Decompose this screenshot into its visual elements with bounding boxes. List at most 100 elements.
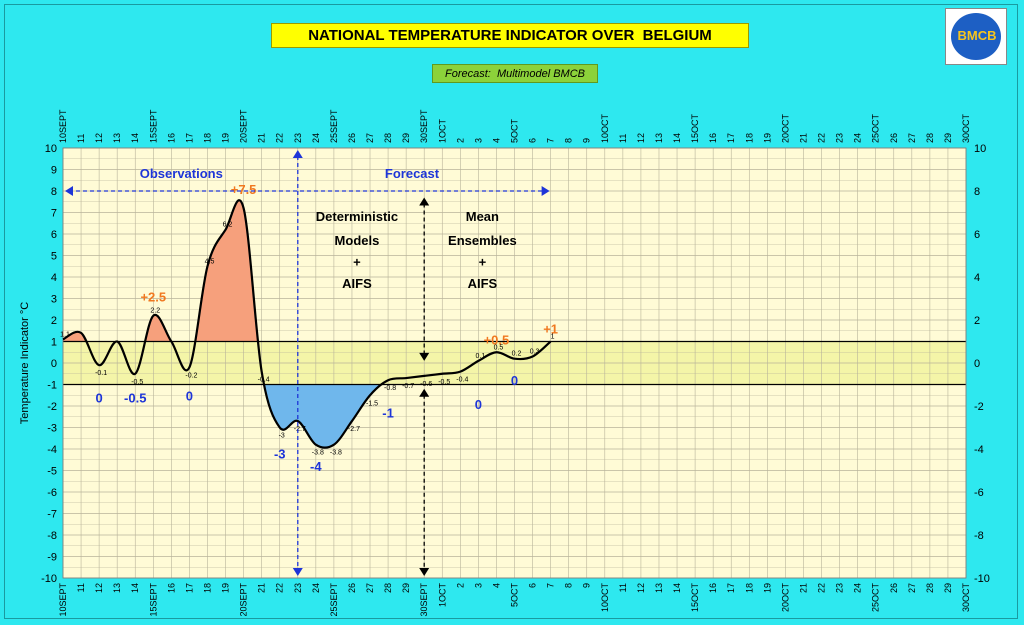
x-tick-bottom: 12 [94, 583, 104, 593]
x-tick-top: 6 [528, 138, 538, 143]
chart-title: NATIONAL TEMPERATURE INDICATOR OVER BELG… [271, 23, 749, 48]
peak-annotation: -4 [310, 459, 322, 474]
x-tick-bottom: 24 [311, 583, 321, 593]
y-tick-left: -1 [47, 380, 57, 392]
x-tick-bottom: 30SEPT [419, 583, 429, 617]
y-axis-label: Temperature Indicator °C [19, 302, 31, 424]
y-tick-left: 2 [51, 315, 57, 327]
x-tick-bottom: 10SEPT [58, 583, 68, 617]
x-tick-top: 7 [546, 138, 556, 143]
y-tick-right: 10 [974, 143, 986, 155]
logo-text: BMCB [957, 28, 997, 43]
y-tick-left: 3 [51, 294, 57, 306]
x-tick-bottom: 13 [654, 583, 664, 593]
y-tick-right: 4 [974, 272, 980, 284]
peak-annotation: 0 [511, 373, 518, 388]
x-tick-bottom: 23 [293, 583, 303, 593]
x-tick-top: 29 [943, 133, 953, 143]
x-tick-top: 4 [491, 138, 501, 143]
mean-label: Mean [466, 209, 499, 224]
x-tick-top: 17 [726, 133, 736, 143]
x-tick-top: 29 [401, 133, 411, 143]
x-tick-top: 16 [708, 133, 718, 143]
x-tick-top: 13 [112, 133, 122, 143]
y-tick-left: -3 [47, 423, 57, 435]
x-tick-top: 30OCT [961, 113, 971, 143]
arrow-head [292, 568, 303, 576]
point-label: -0.7 [402, 383, 414, 390]
y-tick-left: -4 [47, 444, 57, 456]
y-tick-right: 8 [974, 186, 980, 198]
y-tick-right: -6 [974, 487, 984, 499]
arrow-head [419, 568, 430, 576]
x-tick-bottom: 25SEPT [329, 583, 339, 617]
x-tick-top: 17 [184, 133, 194, 143]
y-tick-left: -9 [47, 552, 57, 564]
peak-annotation: -3 [274, 446, 286, 461]
x-tick-bottom: 18 [202, 583, 212, 593]
x-tick-bottom: 19 [221, 583, 231, 593]
x-tick-top: 15OCT [690, 113, 700, 143]
y-tick-right: -10 [974, 573, 990, 585]
x-tick-top: 18 [202, 133, 212, 143]
x-tick-bottom: 13 [112, 583, 122, 593]
x-tick-bottom: 1OCT [437, 583, 447, 608]
x-tick-top: 8 [564, 138, 574, 143]
y-tick-right: -4 [974, 444, 984, 456]
x-tick-top: 27 [907, 133, 917, 143]
x-tick-top: 28 [383, 133, 393, 143]
point-label: -3.8 [330, 450, 342, 457]
x-tick-bottom: 22 [275, 583, 285, 593]
x-tick-bottom: 27 [365, 583, 375, 593]
peak-annotation: 0 [475, 397, 482, 412]
x-tick-bottom: 19 [762, 583, 772, 593]
y-tick-right: -2 [974, 401, 984, 413]
observations-label: Observations [140, 166, 223, 181]
y-tick-left: -5 [47, 466, 57, 478]
x-tick-bottom: 3 [473, 583, 483, 588]
y-tick-right: -8 [974, 530, 984, 542]
x-tick-top: 12 [636, 133, 646, 143]
peak-annotation: +2.5 [140, 289, 166, 304]
y-tick-left: -2 [47, 401, 57, 413]
x-tick-top: 9 [582, 138, 592, 143]
x-tick-top: 11 [618, 134, 628, 143]
x-tick-bottom: 30OCT [961, 583, 971, 613]
y-tick-right: 2 [974, 315, 980, 327]
x-tick-top: 15SEPT [148, 109, 158, 143]
y-tick-left: 4 [51, 272, 57, 284]
point-label: 6.2 [223, 222, 233, 229]
arrow-head [419, 352, 430, 361]
x-tick-top: 22 [275, 133, 285, 143]
x-tick-bottom: 12 [636, 583, 646, 593]
x-tick-top: 20OCT [780, 113, 790, 143]
x-tick-bottom: 4 [491, 583, 501, 588]
point-label: -0.1 [95, 370, 107, 377]
point-label: -0.5 [438, 379, 450, 386]
x-tick-bottom: 20OCT [780, 583, 790, 613]
point-label: 1.1 [60, 331, 70, 338]
x-tick-top: 19 [221, 133, 231, 143]
x-tick-top: 10OCT [600, 113, 610, 143]
x-tick-bottom: 7 [546, 583, 556, 588]
x-tick-top: 11 [76, 134, 86, 143]
x-tick-bottom: 29 [401, 583, 411, 593]
point-label: -1.5 [366, 400, 378, 407]
x-tick-top: 30SEPT [419, 109, 429, 143]
x-tick-bottom: 9 [582, 583, 592, 588]
y-tick-left: -8 [47, 530, 57, 542]
x-tick-bottom: 25OCT [871, 583, 881, 613]
x-tick-bottom: 15OCT [690, 583, 700, 613]
x-tick-top: 24 [853, 133, 863, 143]
grid [62, 147, 967, 579]
x-tick-bottom: 15SEPT [148, 583, 158, 617]
arrow-head [292, 150, 303, 158]
peak-annotation: -0.5 [124, 390, 146, 405]
point-label: -0.4 [456, 377, 468, 384]
aifs-label-2: AIFS [468, 276, 498, 291]
y-tick-left: 9 [51, 165, 57, 177]
point-label: 1 [551, 334, 555, 341]
x-tick-bottom: 28 [383, 583, 393, 593]
x-tick-bottom: 11 [618, 583, 628, 592]
